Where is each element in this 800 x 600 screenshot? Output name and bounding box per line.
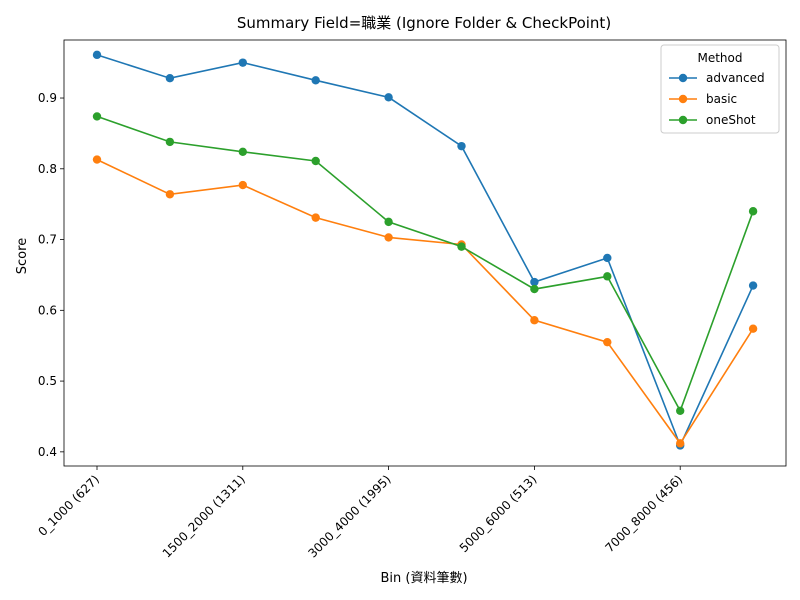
x-tick-label: 3000_4000 (1995) (305, 472, 393, 560)
x-tick-label: 7000_8000 (456) (602, 472, 685, 555)
legend-label-advanced: advanced (706, 71, 765, 85)
y-tick-label: 0.4 (38, 445, 57, 459)
series-line-basic (96, 158, 754, 445)
data-point-oneShot (748, 207, 758, 216)
data-point-oneShot (384, 217, 393, 227)
data-point-oneShot (676, 406, 685, 416)
data-point-basic (603, 337, 612, 347)
series-oneShot (92, 112, 758, 416)
legend-marker-basic (678, 94, 688, 104)
series-line-advanced (96, 54, 754, 448)
legend-marker-oneShot (678, 115, 688, 125)
data-point-advanced (748, 281, 758, 290)
x-tick-label: 5000_6000 (513) (457, 472, 540, 555)
y-axis-label: Score (15, 238, 30, 274)
data-point-basic (530, 316, 539, 325)
data-point-basic (311, 213, 320, 222)
y-tick-label: 0.6 (38, 303, 57, 317)
y-tick-label: 0.8 (38, 162, 57, 176)
x-tick-label: 0_1000 (627) (35, 472, 102, 539)
data-point-advanced (530, 277, 539, 287)
data-point-basic (238, 180, 247, 190)
data-point-advanced (92, 50, 102, 60)
data-point-advanced (384, 93, 393, 102)
x-axis-label: Bin (資料筆數) (380, 571, 467, 586)
series-line-oneShot (96, 115, 754, 413)
data-point-oneShot (311, 156, 320, 166)
data-point-advanced (603, 253, 612, 263)
data-point-oneShot (530, 284, 539, 294)
plot-frame (63, 39, 787, 467)
data-point-advanced (165, 74, 175, 83)
data-point-basic (748, 324, 758, 333)
data-point-basic (384, 233, 393, 242)
legend-label-oneShot: oneShot (706, 113, 756, 127)
legend-box (660, 44, 780, 134)
data-point-advanced (311, 76, 320, 85)
data-point-basic (92, 155, 102, 164)
y-tick-label: 0.5 (38, 374, 57, 388)
y-tick-label: 0.7 (38, 233, 57, 247)
x-tick-label: 1500_2000 (1311) (160, 472, 248, 560)
legend-marker-advanced (678, 73, 688, 83)
data-point-basic (676, 439, 685, 448)
data-point-basic (165, 190, 175, 199)
legend: Method advanced basic oneShot (660, 44, 780, 134)
series-advanced (92, 50, 758, 450)
y-tick-label: 0.9 (38, 91, 57, 105)
series-basic (92, 155, 758, 448)
data-point-advanced (457, 141, 466, 151)
data-point-advanced (238, 58, 247, 67)
legend-title: Method (697, 51, 742, 65)
data-point-oneShot (165, 137, 175, 147)
data-point-oneShot (603, 272, 612, 281)
data-point-oneShot (238, 147, 247, 157)
chart-title: Summary Field=職業 (Ignore Folder & CheckP… (237, 14, 611, 32)
legend-label-basic: basic (706, 92, 737, 106)
data-point-oneShot (92, 112, 102, 121)
data-point-oneShot (457, 242, 466, 251)
